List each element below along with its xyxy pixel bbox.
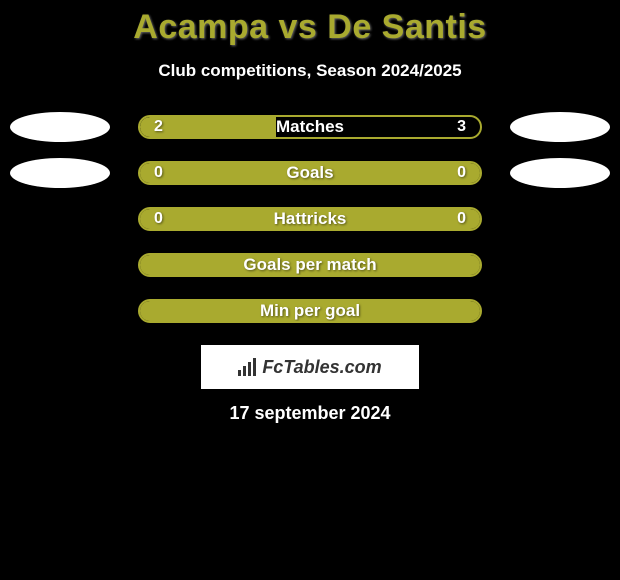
stat-bar: 2Matches3 — [138, 115, 482, 139]
spacer — [510, 250, 610, 280]
page-title: Acampa vs De Santis — [0, 8, 620, 47]
player-right-ellipse — [510, 112, 610, 142]
stat-bar: Min per goal — [138, 299, 482, 323]
stat-rows: 2Matches30Goals00Hattricks0Goals per mat… — [0, 115, 620, 323]
stat-row: Min per goal — [0, 299, 620, 323]
chart-icon — [238, 358, 258, 376]
stat-label: Min per goal — [140, 301, 480, 321]
stat-value-right: 0 — [457, 210, 466, 228]
stat-row: 0Hattricks0 — [0, 207, 620, 231]
page-subtitle: Club competitions, Season 2024/2025 — [0, 61, 620, 81]
stat-bar: 0Hattricks0 — [138, 207, 482, 231]
stat-value-right: 0 — [457, 164, 466, 182]
stat-value-right: 3 — [457, 118, 466, 136]
spacer — [510, 296, 610, 326]
stat-label: Goals per match — [140, 255, 480, 275]
stat-label: Goals — [140, 163, 480, 183]
logo: FcTables.com — [238, 357, 381, 378]
player-right-ellipse — [510, 158, 610, 188]
stat-row: 0Goals0 — [0, 161, 620, 185]
spacer — [10, 250, 110, 280]
stat-row: Goals per match — [0, 253, 620, 277]
logo-text: FcTables.com — [262, 357, 381, 378]
player-left-ellipse — [10, 112, 110, 142]
logo-box: FcTables.com — [201, 345, 419, 389]
stat-row: 2Matches3 — [0, 115, 620, 139]
spacer — [510, 204, 610, 234]
player-left-ellipse — [10, 158, 110, 188]
date-text: 17 september 2024 — [0, 403, 620, 424]
stat-label: Hattricks — [140, 209, 480, 229]
stat-bar: Goals per match — [138, 253, 482, 277]
spacer — [10, 204, 110, 234]
spacer — [10, 296, 110, 326]
stat-bar: 0Goals0 — [138, 161, 482, 185]
comparison-infographic: Acampa vs De Santis Club competitions, S… — [0, 0, 620, 424]
stat-label: Matches — [140, 117, 480, 137]
